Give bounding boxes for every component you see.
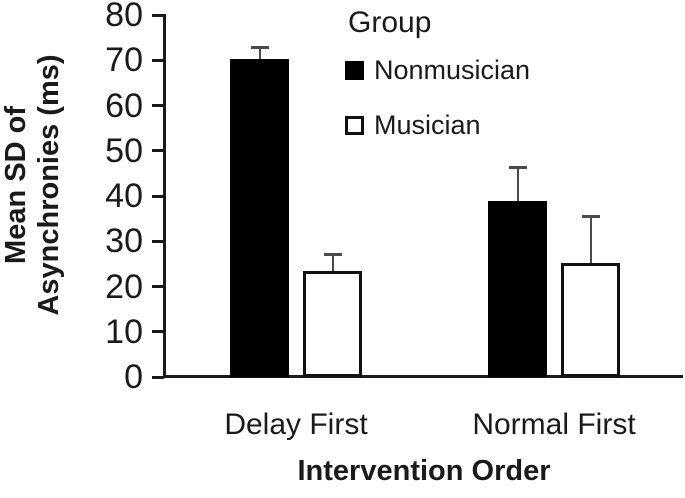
- legend-item-musician: Musician: [345, 109, 530, 140]
- y-tick: [152, 58, 164, 62]
- legend-swatch-nonmusician-icon: [345, 60, 364, 80]
- x-category-label-delay-first: Delay First: [224, 408, 368, 441]
- y-tick-label: 0: [124, 358, 143, 396]
- error-bar-stem: [258, 47, 261, 59]
- y-tick-label: 40: [105, 177, 143, 215]
- legend-swatch-musician-icon: [345, 115, 364, 135]
- error-bar-stem: [589, 216, 592, 263]
- y-tick-label: 10: [105, 312, 143, 351]
- error-bar-cap: [250, 46, 269, 50]
- y-tick-label: 30: [105, 222, 143, 261]
- error-bar-stem: [331, 254, 334, 271]
- y-tick: [152, 104, 164, 107]
- x-axis-title: Intervention Order: [297, 455, 551, 487]
- bar-musician-delay-first: [303, 270, 362, 377]
- legend-label-nonmusician: Nonmusician: [374, 54, 531, 85]
- y-tick: [152, 375, 164, 379]
- x-axis-line: [163, 375, 683, 378]
- error-bar-stem: [516, 167, 519, 201]
- bar-nonmusician-delay-first: [230, 58, 289, 377]
- bar-nonmusician-normal-first: [488, 200, 547, 377]
- x-category-label-normal-first: Normal First: [472, 408, 636, 441]
- y-tick: [152, 149, 164, 153]
- y-tick-label: 20: [105, 267, 143, 306]
- bar-musician-normal-first: [561, 262, 620, 377]
- y-tick-label: 80: [105, 0, 143, 34]
- legend-label-musician: Musician: [374, 109, 481, 140]
- legend: Group Nonmusician Musician: [345, 6, 530, 166]
- y-tick-label: 70: [105, 41, 143, 80]
- y-tick: [152, 239, 164, 243]
- y-axis-title-line1: Mean SD of: [0, 106, 32, 264]
- error-bar-cap: [581, 215, 600, 219]
- error-bar-cap: [508, 165, 527, 169]
- y-tick: [152, 13, 164, 17]
- y-tick: [152, 285, 164, 288]
- y-tick-label: 60: [105, 86, 143, 125]
- y-tick-label: 50: [105, 131, 143, 170]
- y-tick: [152, 330, 164, 334]
- y-tick: [152, 194, 164, 198]
- legend-item-nonmusician: Nonmusician: [345, 54, 531, 85]
- legend-title: Group: [348, 6, 432, 39]
- y-axis-line: [163, 14, 166, 378]
- error-bar-cap: [323, 253, 342, 257]
